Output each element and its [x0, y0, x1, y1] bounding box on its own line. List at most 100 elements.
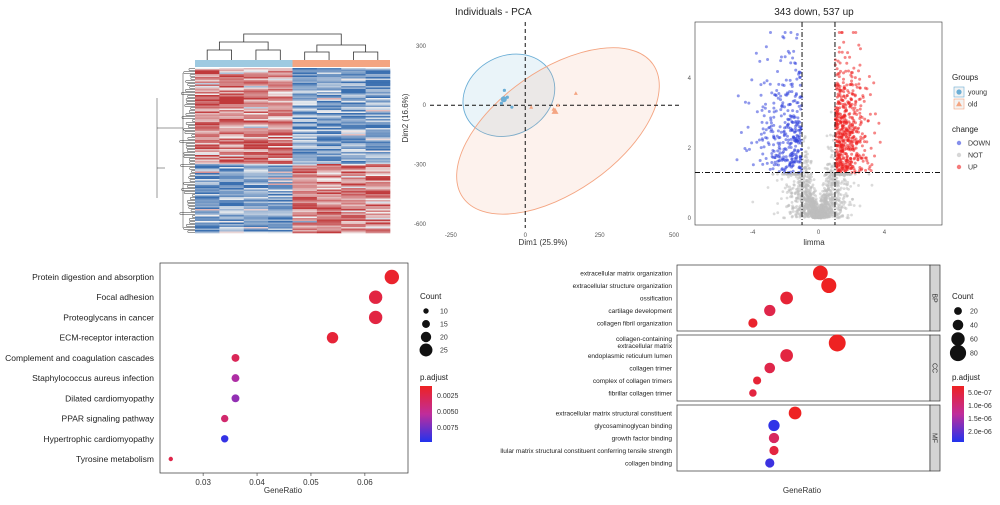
heatmap-cell [243, 159, 269, 162]
volcano-point-not [785, 196, 789, 200]
volcano-point-not [833, 179, 836, 183]
heatmap-cell [219, 132, 245, 135]
volcano-point-up [837, 153, 841, 157]
heatmap-cell [268, 200, 293, 202]
pca-centroid-young [500, 96, 507, 103]
volcano-panel: 343 down, 537 up limma Groups change -4 0… [680, 0, 1000, 250]
heatmap-cell [268, 137, 293, 139]
volcano-point-up [845, 154, 849, 158]
volcano-point-down [783, 126, 787, 130]
heatmap-cell [365, 156, 391, 159]
volcano-point-down [770, 160, 774, 164]
volcano-point-down [794, 144, 798, 148]
heatmap-cell [243, 231, 269, 234]
volcano-point-down [769, 116, 773, 120]
heatmap-cell [365, 77, 391, 79]
kegg-padj-colorbar [420, 386, 432, 442]
volcano-point-not [792, 180, 796, 183]
heatmap-cell [219, 102, 245, 105]
heatmap-cell [243, 224, 269, 226]
go-dot [764, 362, 776, 374]
volcano-point-up [858, 86, 862, 90]
heatmap-cell [341, 176, 366, 178]
heatmap-cell [195, 146, 220, 148]
volcano-point-not [802, 161, 806, 165]
heatmap-cell [268, 201, 293, 204]
heatmap-cell [268, 206, 293, 208]
volcano-point-up [847, 124, 851, 128]
heatmap-cell [292, 99, 318, 102]
volcano-point-down [782, 168, 786, 172]
volcano-point-not [837, 181, 840, 185]
dendrogram-branch [189, 218, 195, 221]
heatmap-cell [292, 78, 318, 81]
volcano-point-down [790, 90, 794, 94]
heatmap-cell [365, 218, 391, 220]
volcano-point-up [835, 158, 839, 162]
heatmap-cell [243, 98, 269, 100]
heatmap-cell [268, 81, 293, 84]
volcano-point-down [768, 167, 772, 171]
volcano-point-down [798, 83, 802, 87]
heatmap-cell [195, 174, 220, 177]
heatmap-cell [316, 95, 342, 97]
volcano-point-up [835, 67, 839, 71]
heatmap-cell [268, 192, 293, 195]
heatmap-cell [243, 228, 269, 231]
heatmap-cell [219, 123, 245, 126]
volcano-point-up [861, 95, 865, 99]
heatmap-cell [195, 74, 220, 76]
heatmap-cell [292, 192, 318, 195]
volcano-point-up [835, 73, 839, 77]
heatmap-cell [316, 177, 342, 180]
dendrogram-branch [180, 164, 195, 167]
volcano-point-up [838, 140, 842, 144]
volcano-point-not [820, 212, 824, 216]
heatmap-cell [365, 194, 391, 196]
heatmap-cell [243, 189, 269, 192]
heatmap-cell [341, 144, 366, 147]
volcano-point-up [863, 149, 867, 153]
heatmap-cell [243, 78, 269, 81]
volcano-point-up [840, 142, 844, 146]
heatmap-cell [195, 180, 220, 183]
heatmap-cell [316, 215, 342, 217]
heatmap-cell [195, 155, 220, 157]
heatmap-cell [243, 95, 269, 97]
volcano-point-not [842, 200, 846, 203]
volcano-point-not [825, 191, 829, 195]
volcano-point-down [777, 153, 781, 157]
heatmap-cell [268, 195, 293, 198]
volcano-point-down [795, 77, 799, 81]
kegg-category-label: Proteoglycans in cancer [63, 312, 154, 322]
volcano-point-not [789, 191, 793, 195]
volcano-point-down [782, 129, 786, 133]
volcano-point-down [762, 131, 766, 135]
go-dotplot: GeneRatio Count p.adjust BPextracellular… [479, 264, 992, 495]
volcano-point-not [848, 200, 852, 204]
volcano-point-up [867, 75, 871, 79]
volcano-point-not [830, 172, 833, 176]
volcano-point-up [842, 119, 846, 123]
volcano-point-not [802, 137, 806, 141]
heatmap-cell [219, 71, 245, 73]
heatmap-cell [316, 140, 342, 142]
volcano-point-down [790, 85, 794, 89]
heatmap-cell [341, 191, 366, 193]
volcano-point-down [769, 129, 773, 133]
volcano-point-up [849, 163, 853, 167]
heatmap-cell [268, 87, 293, 90]
volcano-point-down [755, 110, 759, 114]
heatmap-cell [195, 150, 220, 153]
volcano-point-up [834, 135, 838, 139]
heatmap-cell [316, 128, 342, 130]
heatmap-cell [268, 104, 293, 106]
heatmap-cell [316, 204, 342, 207]
volcano-point-not [792, 183, 796, 187]
volcano-point-up [841, 130, 845, 134]
volcano-point-not [824, 183, 828, 186]
volcano-point-up [837, 31, 841, 34]
heatmap-cell [292, 108, 318, 111]
volcano-point-up [852, 66, 856, 70]
heatmap-cell [365, 216, 391, 219]
